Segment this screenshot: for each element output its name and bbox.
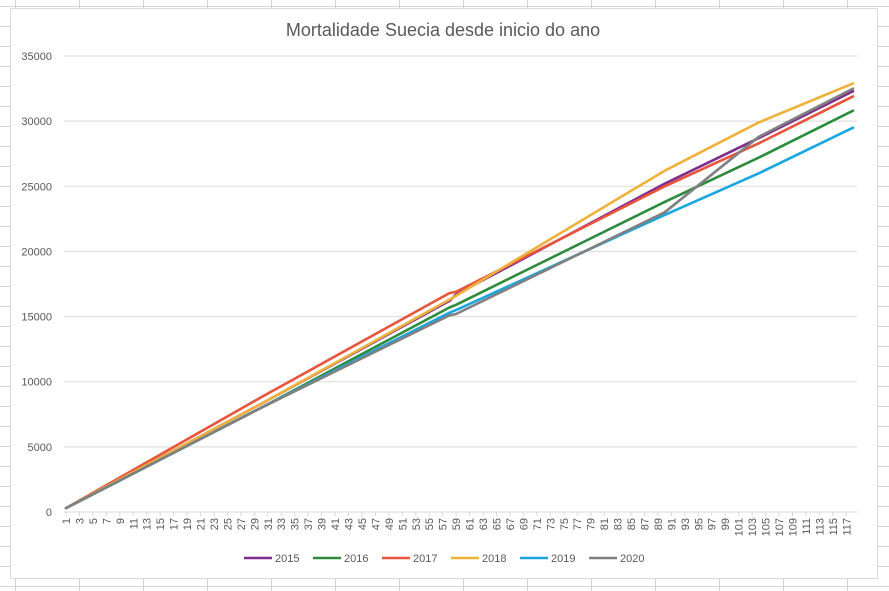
y-tick-label: 25000 (21, 181, 52, 193)
legend: 2015 2016 2017 2018 2019 2020 (244, 553, 644, 565)
x-tick-label: 87 (639, 518, 651, 530)
y-tick-label: 20000 (21, 246, 52, 258)
x-tick-label: 23 (209, 518, 221, 530)
x-tick-label: 51 (397, 518, 409, 530)
x-tick-label: 99 (720, 518, 732, 530)
x-tick-label: 45 (357, 518, 369, 530)
x-tick-label: 61 (465, 518, 477, 530)
x-tick-label: 65 (491, 518, 503, 530)
y-tick-label: 5000 (28, 442, 52, 454)
y-tick-label: 0 (46, 507, 52, 519)
y-axis: 0 5000 10000 15000 20000 25000 30000 35000 (21, 51, 52, 519)
y-tick-label: 30000 (21, 116, 52, 128)
legend-label-2015: 2015 (275, 553, 299, 565)
x-tick-label: 79 (586, 518, 598, 530)
x-tick-label: 47 (370, 518, 382, 530)
chart-title: Mortalidade Suecia desde inicio do ano (286, 20, 600, 40)
x-tick-label: 43 (344, 518, 356, 530)
x-tick-label: 11 (128, 518, 140, 529)
x-tick-label: 37 (303, 518, 315, 530)
y-tick-label: 10000 (21, 377, 52, 389)
x-tick-label: 107 (774, 518, 786, 536)
legend-label-2018: 2018 (482, 553, 506, 565)
y-tick-label: 15000 (21, 312, 52, 324)
x-tick-label: 27 (236, 518, 248, 530)
x-tick-label: 53 (411, 518, 423, 530)
x-tick-label: 111 (801, 518, 813, 535)
x-tick-label: 59 (451, 518, 463, 530)
legend-label-2020: 2020 (620, 553, 644, 565)
x-tick-label: 97 (707, 518, 719, 530)
x-tick-label: 39 (317, 518, 329, 530)
x-tick-label: 67 (505, 518, 517, 530)
x-tick-label: 85 (626, 518, 638, 530)
legend-label-2019: 2019 (551, 553, 575, 565)
x-tick-label: 35 (290, 518, 302, 530)
x-tick-label: 33 (276, 518, 288, 530)
x-tick-label: 75 (559, 518, 571, 530)
x-tick-label: 69 (518, 518, 530, 530)
x-tick-label: 5 (88, 518, 100, 524)
series-line-2019 (64, 126, 855, 510)
x-tick-label: 3 (74, 518, 86, 524)
gridlines (64, 55, 857, 513)
x-tick-label: 29 (249, 518, 261, 530)
x-tick-label: 117 (841, 518, 853, 536)
x-tick-label: 73 (545, 518, 557, 530)
x-tick-label: 49 (384, 518, 396, 530)
x-tick-label: 77 (572, 518, 584, 530)
x-tick-label: 25 (222, 518, 234, 530)
x-tick-label: 113 (814, 518, 826, 536)
x-tick-label: 19 (182, 518, 194, 530)
x-axis: 1 3 5 7 9 11 13 15 17 19 21 23 25 27 29 31 33 35 37 39 41 43 4… (61, 512, 853, 536)
x-tick-label: 83 (613, 518, 625, 530)
x-tick-label: 91 (666, 518, 678, 530)
x-tick-label: 55 (424, 518, 436, 530)
x-tick-label: 41 (330, 518, 342, 530)
x-tick-label: 17 (169, 518, 181, 530)
x-tick-label: 31 (263, 518, 275, 530)
x-tick-label: 15 (155, 518, 167, 530)
x-tick-label: 21 (196, 518, 208, 530)
x-tick-label: 57 (438, 518, 450, 530)
x-tick-label: 63 (478, 518, 490, 530)
x-tick-label: 89 (653, 518, 665, 530)
series-lines (64, 82, 855, 510)
x-tick-label: 1 (61, 518, 73, 524)
series-line-2020 (64, 87, 855, 510)
x-tick-label: 105 (761, 518, 773, 536)
x-tick-label: 115 (828, 518, 840, 536)
x-tick-label: 93 (680, 518, 692, 530)
x-tick-label: 9 (115, 518, 127, 524)
x-tick-label: 71 (532, 518, 544, 530)
chart-area[interactable] (10, 8, 878, 579)
x-tick-label: 103 (747, 518, 759, 536)
y-tick-label: 35000 (21, 51, 52, 63)
x-tick-label: 81 (599, 518, 611, 530)
legend-label-2016: 2016 (344, 553, 368, 565)
x-tick-label: 101 (734, 518, 746, 536)
legend-label-2017: 2017 (413, 553, 437, 565)
x-tick-label: 109 (787, 518, 799, 536)
series-line-2017 (64, 95, 855, 510)
x-tick-label: 13 (142, 518, 154, 530)
series-line-2018 (64, 82, 855, 510)
x-tick-label: 7 (101, 518, 113, 524)
x-tick-label: 95 (693, 518, 705, 530)
